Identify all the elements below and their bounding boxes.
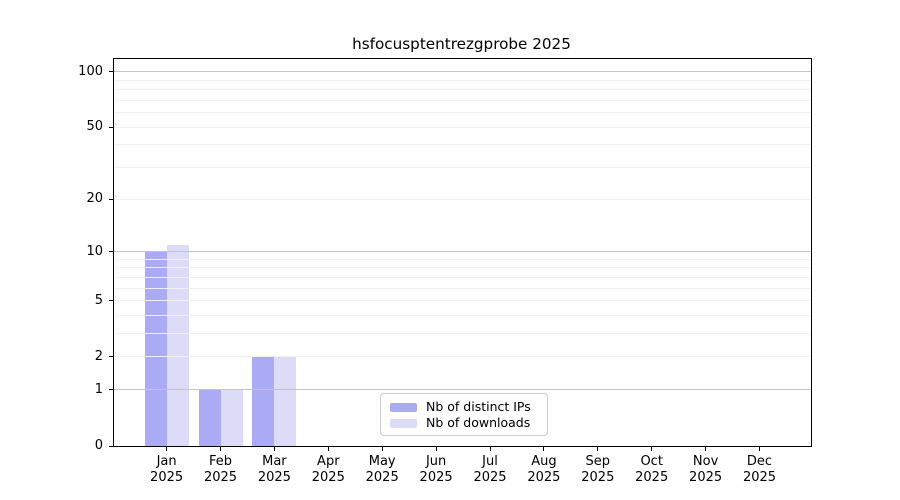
bar-series1-jan	[166, 244, 189, 446]
chart-title: hsfocusptentrezgprobe 2025	[352, 35, 571, 53]
x-tick-month: Jul	[482, 454, 498, 469]
y-tick-mark	[109, 71, 113, 73]
x-tick-label: Jul 2025	[455, 454, 525, 485]
x-tick-month: Sep	[585, 454, 611, 469]
y-tick-mark	[109, 389, 113, 391]
x-tick-label: Feb 2025	[186, 454, 256, 485]
x-tick-month: Aug	[531, 454, 557, 469]
x-tick-month: Mar	[262, 454, 287, 469]
x-tick-mark	[705, 447, 707, 451]
x-tick-year: 2025	[527, 469, 561, 485]
x-tick-year: 2025	[365, 469, 399, 485]
axis-ticks-layer: 0 1 2 5 10 20 50 100 Jan 2025 Feb 2025 Mar 2025 Apr 202…	[78, 59, 811, 485]
x-tick-month: Apr	[317, 454, 340, 469]
x-tick-mark	[489, 447, 491, 451]
x-tick-year: 2025	[150, 469, 184, 485]
x-tick-mark	[220, 447, 221, 451]
x-tick-month: Jan	[156, 454, 177, 469]
x-tick-mark	[597, 447, 599, 451]
legend-entry-1: Nb of downloads	[390, 415, 538, 431]
x-tick-year: 2025	[419, 469, 453, 485]
y-tick-label: 2	[94, 348, 103, 364]
x-tick-year: 2025	[689, 469, 723, 485]
legend-label-1: Nb of downloads	[426, 415, 531, 430]
y-tick-mark	[109, 198, 113, 200]
y-tick-mark	[109, 126, 113, 128]
x-tick-mark	[435, 447, 437, 451]
bar-series0-feb	[198, 389, 221, 446]
legend-swatch-0	[390, 402, 417, 412]
x-tick-month: Dec	[746, 454, 773, 469]
y-tick-mark	[109, 251, 113, 253]
bars-layer	[114, 59, 811, 446]
bar-series1-feb	[220, 389, 243, 446]
legend-swatch-1	[390, 418, 417, 428]
x-tick-month: Oct	[640, 454, 663, 469]
x-tick-year: 2025	[257, 469, 291, 485]
legend: Nb of distinct IPs Nb of downloads	[380, 393, 548, 436]
y-tick-label: 10	[86, 243, 103, 259]
y-tick-label: 5	[94, 292, 103, 308]
x-tick-mark	[327, 447, 329, 451]
y-tick-mark	[109, 300, 113, 302]
x-tick-month: Feb	[208, 454, 233, 469]
x-tick-label: Mar 2025	[239, 454, 309, 485]
x-tick-month: Jun	[425, 454, 447, 469]
x-tick-mark	[166, 447, 168, 451]
x-tick-mark	[651, 447, 653, 451]
bar-series0-jan	[144, 251, 167, 446]
x-tick-label: Jan 2025	[132, 454, 202, 485]
x-tick-label: Aug 2025	[509, 454, 579, 485]
y-tick-label: 20	[86, 191, 103, 207]
x-tick-label: Nov 2025	[671, 454, 741, 485]
y-tick-mark	[109, 356, 113, 358]
x-tick-month: May	[368, 454, 396, 469]
x-tick-year: 2025	[635, 469, 669, 485]
x-tick-label: Dec 2025	[725, 454, 795, 485]
legend-label-0: Nb of distinct IPs	[426, 399, 531, 414]
x-tick-year: 2025	[311, 469, 345, 485]
x-tick-label: Jun 2025	[401, 454, 471, 485]
x-tick-year: 2025	[203, 469, 238, 485]
x-tick-label: Sep 2025	[563, 454, 633, 485]
legend-entry-0: Nb of distinct IPs	[390, 399, 538, 415]
plot-area: 0 1 2 5 10 20 50 100 Jan 2025 Feb 2025 Mar 2025 Apr 202…	[78, 58, 812, 485]
y-tick-label: 50	[86, 119, 103, 135]
x-tick-mark	[381, 447, 383, 451]
x-tick-label: Apr 2025	[293, 454, 363, 485]
x-tick-mark	[759, 447, 760, 451]
x-tick-year: 2025	[473, 469, 507, 485]
bar-series1-mar	[274, 356, 297, 446]
x-tick-label: May 2025	[347, 454, 417, 485]
x-tick-year: 2025	[742, 469, 777, 485]
y-tick-mark	[109, 445, 113, 447]
x-tick-month: Nov	[692, 454, 719, 469]
x-tick-label: Oct 2025	[617, 454, 687, 485]
y-tick-label: 1	[94, 381, 103, 397]
x-tick-year: 2025	[581, 469, 615, 485]
y-tick-label: 0	[94, 438, 103, 453]
x-tick-mark	[543, 447, 545, 451]
x-tick-mark	[273, 447, 275, 451]
y-tick-label: 100	[78, 63, 103, 79]
bar-series0-mar	[252, 356, 275, 446]
